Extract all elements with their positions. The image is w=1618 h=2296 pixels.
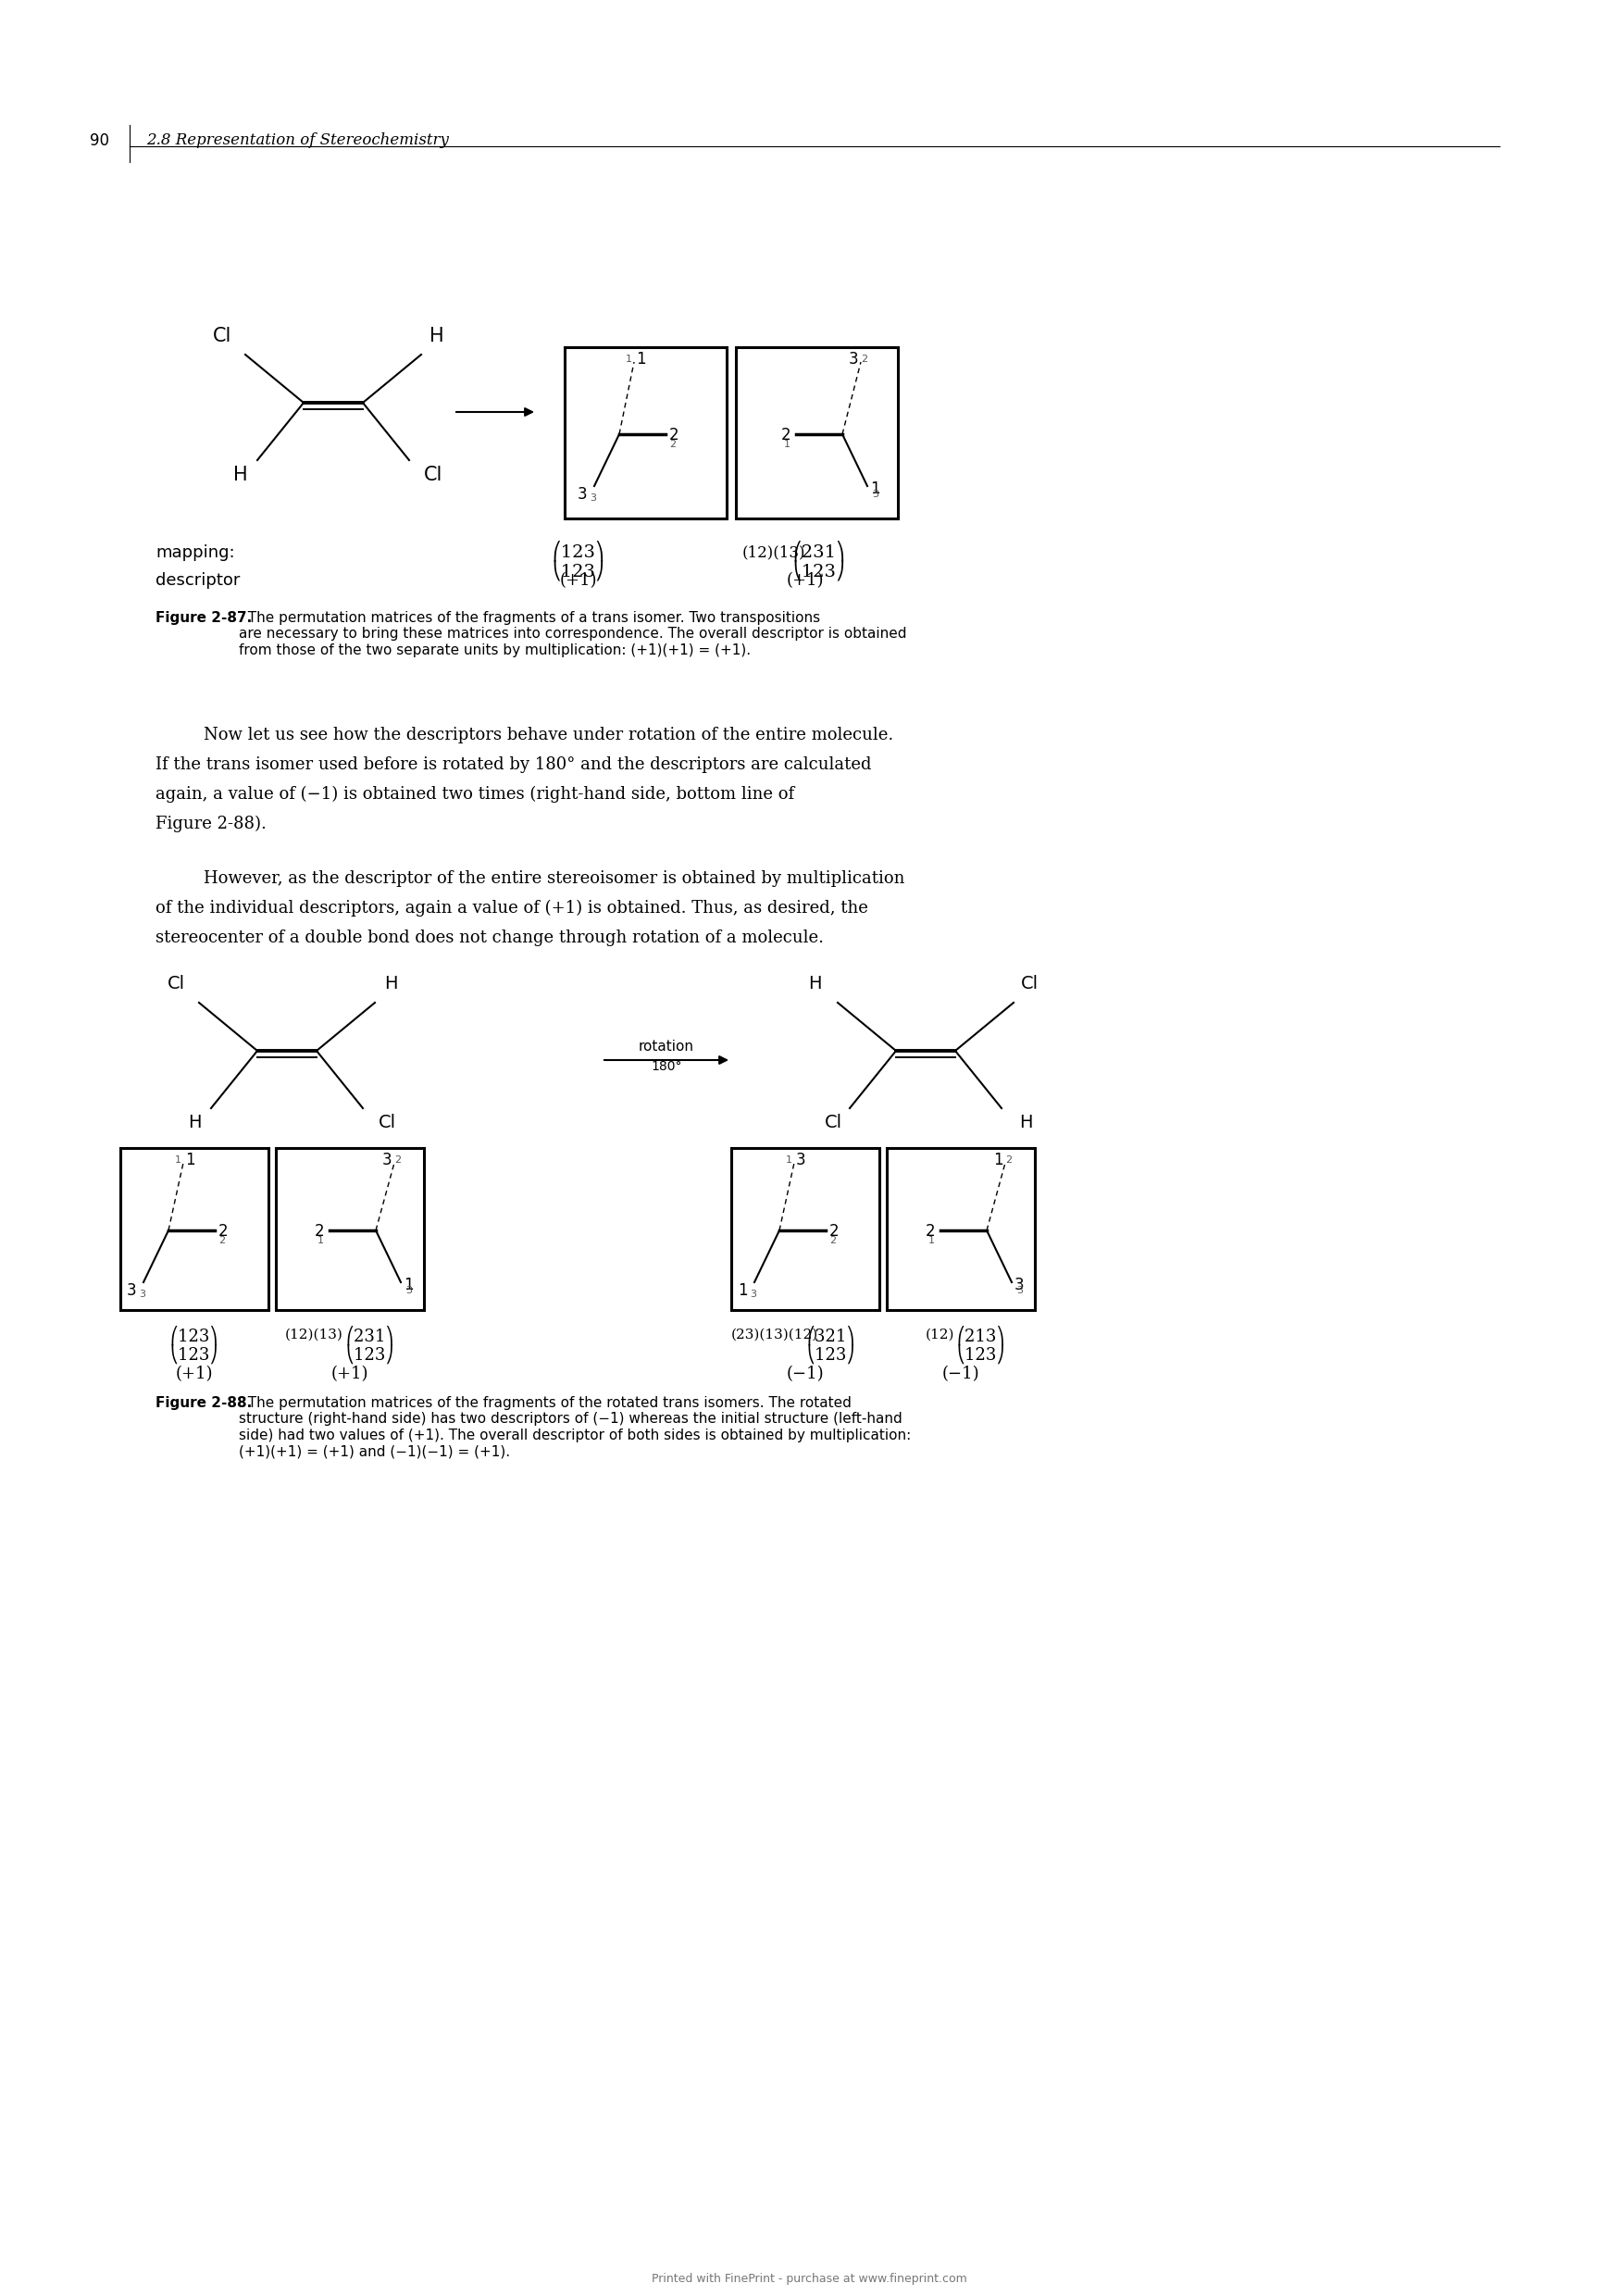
Text: (12)(13): (12)(13) — [743, 544, 806, 560]
Text: Cl: Cl — [824, 1114, 841, 1132]
Text: H: H — [807, 976, 822, 992]
Text: Cl: Cl — [424, 466, 443, 484]
Text: If the trans isomer used before is rotated by 180° and the descriptors are calcu: If the trans isomer used before is rotat… — [155, 755, 872, 774]
Text: 3: 3 — [796, 1153, 806, 1169]
Text: 1: 1 — [993, 1153, 1003, 1169]
Text: 3: 3 — [848, 351, 858, 367]
Text: 2: 2 — [218, 1235, 225, 1244]
Text: (+1): (+1) — [176, 1366, 214, 1382]
Text: 2: 2 — [314, 1224, 324, 1240]
Text: 2: 2 — [670, 427, 680, 443]
Text: ⎛123⎞: ⎛123⎞ — [552, 540, 605, 563]
Text: 1: 1 — [870, 480, 880, 498]
Text: 3: 3 — [382, 1153, 392, 1169]
Text: 180°: 180° — [650, 1061, 681, 1072]
Text: again, a value of (−1) is obtained two times (right-hand side, bottom line of: again, a value of (−1) is obtained two t… — [155, 785, 794, 804]
Text: 1: 1 — [625, 354, 631, 363]
Text: 2: 2 — [925, 1224, 935, 1240]
Text: 1: 1 — [738, 1281, 748, 1300]
Bar — [887, 1148, 1036, 1311]
Text: stereocenter of a double bond does not change through rotation of a molecule.: stereocenter of a double bond does not c… — [155, 930, 824, 946]
Text: H: H — [233, 466, 248, 484]
Text: 2: 2 — [218, 1224, 228, 1240]
Text: 2: 2 — [830, 1224, 840, 1240]
Text: (−1): (−1) — [942, 1366, 979, 1382]
Text: H: H — [1019, 1114, 1032, 1132]
Text: Cl: Cl — [212, 326, 231, 344]
Text: 2: 2 — [780, 427, 791, 443]
Text: 2: 2 — [395, 1155, 401, 1164]
Text: descriptor: descriptor — [155, 572, 239, 588]
Bar — [120, 1148, 269, 1311]
Text: However, as the descriptor of the entire stereoisomer is obtained by multiplicat: However, as the descriptor of the entire… — [204, 870, 904, 886]
Text: Cl: Cl — [379, 1114, 396, 1132]
Text: 2: 2 — [861, 354, 867, 363]
Text: ⎛321⎞: ⎛321⎞ — [807, 1325, 856, 1345]
Text: 3: 3 — [406, 1286, 413, 1295]
Text: H: H — [383, 976, 398, 992]
Text: 2: 2 — [830, 1235, 837, 1244]
Bar — [565, 347, 726, 519]
Text: ⎝123⎠: ⎝123⎠ — [956, 1345, 1005, 1364]
Text: H: H — [188, 1114, 201, 1132]
Text: 3: 3 — [578, 487, 587, 503]
Text: (12): (12) — [925, 1329, 955, 1341]
Text: mapping:: mapping: — [155, 544, 235, 560]
Text: (12)(13): (12)(13) — [285, 1329, 343, 1341]
Text: 2: 2 — [1005, 1155, 1011, 1164]
Text: (+1): (+1) — [560, 572, 597, 588]
Text: 3: 3 — [1014, 1277, 1024, 1293]
Text: 1: 1 — [929, 1235, 935, 1244]
Text: 2: 2 — [670, 441, 676, 450]
Bar — [736, 347, 898, 519]
Text: Cl: Cl — [1021, 976, 1039, 992]
Text: 3: 3 — [591, 494, 597, 503]
Text: (−1): (−1) — [786, 1366, 824, 1382]
Bar — [731, 1148, 879, 1311]
Text: Figure 2-88.: Figure 2-88. — [155, 1396, 252, 1410]
Text: of the individual descriptors, again a value of (+1) is obtained. Thus, as desir: of the individual descriptors, again a v… — [155, 900, 869, 916]
Text: 3: 3 — [751, 1290, 757, 1300]
Text: Now let us see how the descriptors behave under rotation of the entire molecule.: Now let us see how the descriptors behav… — [204, 728, 893, 744]
Text: Figure 2-87.: Figure 2-87. — [155, 611, 252, 625]
Text: The permutation matrices of the fragments of the rotated trans isomers. The rota: The permutation matrices of the fragment… — [239, 1396, 911, 1458]
Text: Figure 2-88).: Figure 2-88). — [155, 815, 267, 833]
Text: 2.8 Representation of Stereochemistry: 2.8 Representation of Stereochemistry — [146, 133, 448, 149]
Text: (23)(13)(12): (23)(13)(12) — [731, 1329, 819, 1341]
Bar — [275, 1148, 424, 1311]
Text: 1: 1 — [403, 1277, 414, 1293]
Text: 3: 3 — [1016, 1286, 1023, 1295]
Text: The permutation matrices of the fragments of a trans isomer. Two transpositions
: The permutation matrices of the fragment… — [239, 611, 906, 657]
Text: ⎝123⎠: ⎝123⎠ — [346, 1345, 395, 1364]
Text: 3: 3 — [139, 1290, 146, 1300]
Text: 1: 1 — [785, 1155, 791, 1164]
Text: (+1): (+1) — [332, 1366, 369, 1382]
Text: ⎛123⎞: ⎛123⎞ — [170, 1325, 218, 1345]
Text: ⎝123⎠: ⎝123⎠ — [170, 1345, 218, 1364]
Text: H: H — [430, 326, 443, 344]
Text: (+1): (+1) — [786, 572, 824, 588]
Text: 1: 1 — [317, 1235, 324, 1244]
Text: Cl: Cl — [167, 976, 184, 992]
Text: 1: 1 — [175, 1155, 181, 1164]
Text: ⎛213⎞: ⎛213⎞ — [956, 1325, 1005, 1345]
Text: 1: 1 — [785, 441, 791, 450]
Text: 3: 3 — [872, 489, 879, 498]
Text: 3: 3 — [126, 1281, 136, 1300]
Text: ⎝123⎠: ⎝123⎠ — [552, 560, 605, 581]
Text: ⎝123⎠: ⎝123⎠ — [793, 560, 846, 581]
Text: 1: 1 — [184, 1153, 194, 1169]
Text: Printed with FinePrint - purchase at www.fineprint.com: Printed with FinePrint - purchase at www… — [652, 2273, 966, 2285]
Text: ⎛231⎞: ⎛231⎞ — [793, 540, 846, 563]
Text: ⎝123⎠: ⎝123⎠ — [807, 1345, 856, 1364]
Text: 1: 1 — [636, 351, 646, 367]
Text: ⎛231⎞: ⎛231⎞ — [346, 1325, 395, 1345]
Text: rotation: rotation — [639, 1040, 694, 1054]
Text: 90: 90 — [91, 133, 110, 149]
